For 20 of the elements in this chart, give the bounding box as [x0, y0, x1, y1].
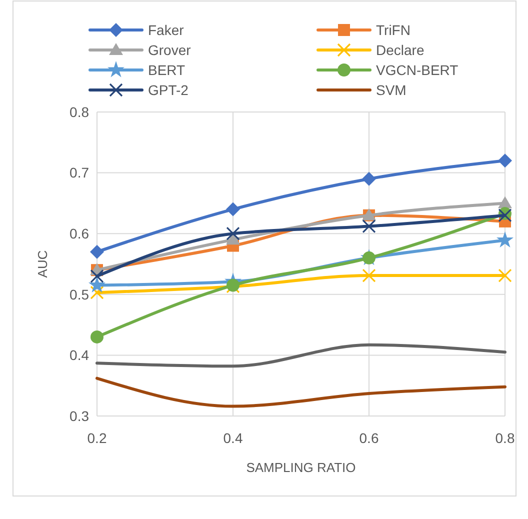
y-tick-label: 0.3 — [70, 408, 90, 424]
y-axis-title: AUC — [35, 250, 50, 278]
x-tick-label: 0.6 — [359, 430, 379, 446]
x-axis-title: SAMPLING RATIO — [246, 460, 356, 475]
y-tick-label: 0.4 — [70, 347, 90, 364]
legend-label: SVM — [376, 82, 406, 98]
legend-label: TriFN — [376, 22, 410, 38]
y-tick-label: 0.7 — [70, 164, 90, 181]
x-tick-label: 0.2 — [87, 430, 107, 446]
legend-label: Declare — [376, 42, 424, 58]
legend-label: VGCN-BERT — [376, 62, 459, 78]
y-tick-label: 0.8 — [70, 104, 90, 120]
legend-label: BERT — [148, 62, 186, 78]
x-tick-label: 0.8 — [495, 430, 515, 446]
legend-label: Faker — [148, 22, 184, 38]
legend-label: Grover — [148, 42, 192, 58]
legend-label: GPT-2 — [148, 82, 189, 98]
x-tick-label: 0.4 — [223, 430, 243, 446]
y-tick-label: 0.6 — [70, 226, 90, 242]
y-tick-label: 0.5 — [70, 286, 90, 302]
